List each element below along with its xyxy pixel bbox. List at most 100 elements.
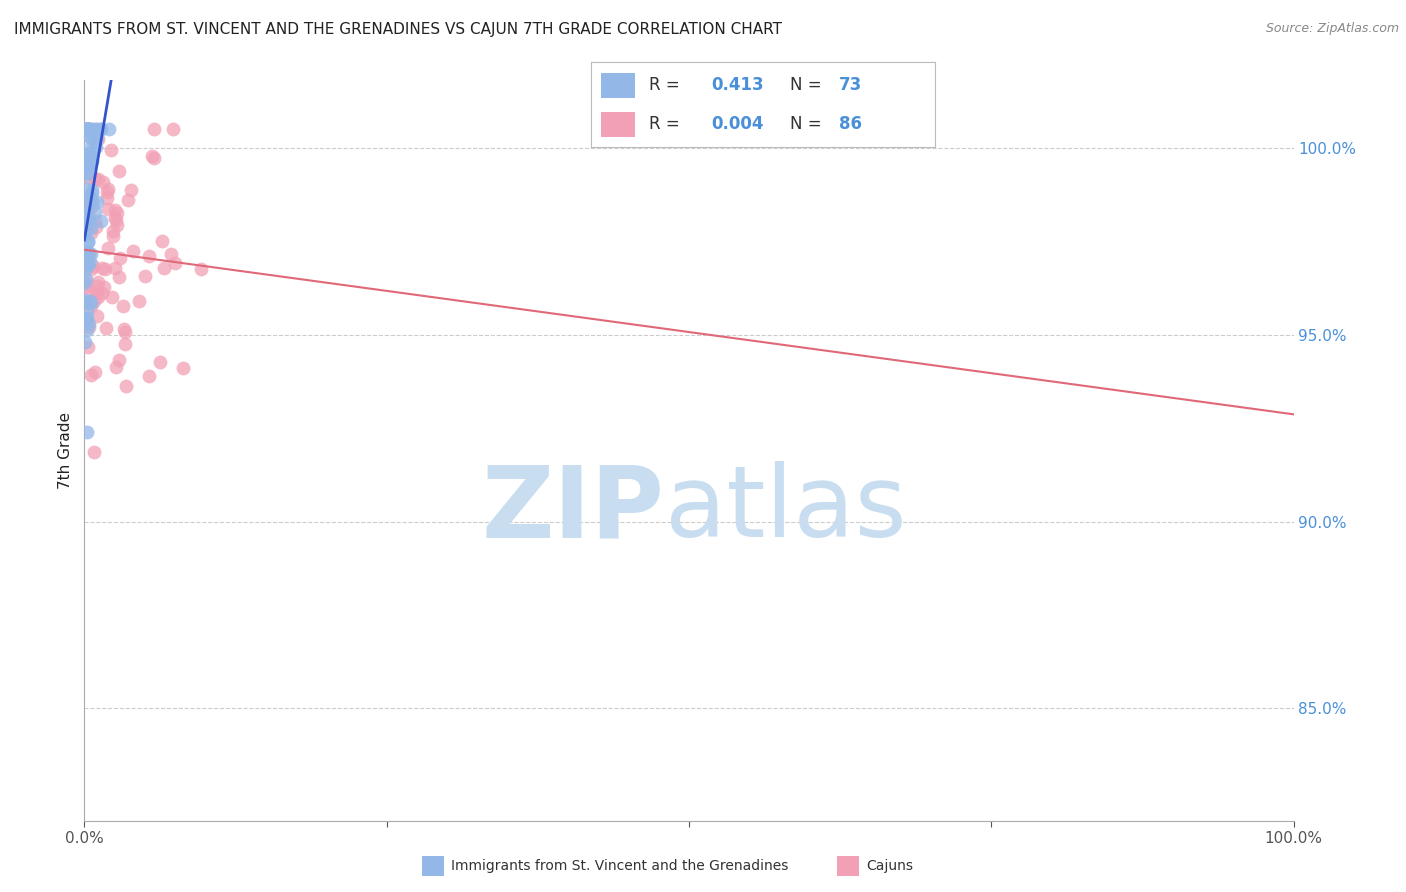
Point (104, 203, 127, 218)
Point (76, 167, 98, 181)
Point (76, 234, 98, 248)
Point (76, 121, 98, 136)
Point (94, 320, 117, 334)
Point (86, 131, 108, 145)
Point (77, 318, 100, 332)
Point (87, 132, 110, 146)
Point (77, 235, 100, 249)
Point (76, 158, 98, 172)
Point (172, 360, 194, 375)
Point (75, 257, 97, 271)
Point (77, 158, 100, 172)
Point (128, 293, 150, 308)
Point (120, 183, 142, 197)
Point (80, 130, 103, 145)
Point (75, 247, 97, 261)
Point (79, 190, 101, 204)
Text: 0.413: 0.413 (711, 77, 763, 95)
Point (83, 294, 105, 309)
Point (80, 299, 103, 313)
Point (79, 131, 101, 145)
Point (79, 151, 101, 165)
Point (82, 195, 104, 210)
Point (98, 121, 121, 136)
Bar (600, 112, 636, 137)
Point (76, 121, 98, 136)
Point (75, 274, 97, 288)
Point (115, 378, 138, 392)
Point (76, 201, 98, 215)
Point (77, 285, 100, 300)
Point (76, 144, 98, 158)
Point (108, 353, 131, 368)
Point (76, 340, 98, 354)
Point (112, 300, 135, 314)
Point (105, 219, 128, 233)
Point (80, 368, 103, 382)
Point (138, 249, 160, 263)
Text: ZIP: ZIP (482, 461, 665, 558)
Point (105, 359, 128, 374)
Point (77, 121, 100, 136)
Point (79, 121, 101, 136)
Point (75, 272, 97, 286)
Point (73, 161, 96, 176)
Point (150, 234, 173, 248)
Point (77, 121, 100, 136)
Point (79, 200, 101, 214)
Point (117, 193, 139, 207)
Point (84, 285, 107, 300)
Point (82, 184, 104, 198)
Point (107, 269, 129, 284)
Point (101, 228, 124, 243)
Point (104, 212, 127, 227)
Point (138, 369, 160, 384)
Point (112, 322, 135, 336)
Point (75, 250, 97, 264)
Point (77, 258, 100, 272)
Point (76, 310, 98, 325)
Point (86, 309, 108, 323)
Point (77, 153, 100, 168)
Point (86, 121, 108, 136)
Point (91, 175, 114, 189)
Point (75, 315, 97, 329)
Point (75, 121, 97, 136)
Point (73, 334, 96, 349)
Point (100, 143, 122, 157)
Point (76, 121, 98, 136)
Point (73, 228, 96, 243)
Point (89, 121, 111, 136)
Point (75, 311, 97, 326)
Point (76, 323, 98, 337)
Point (163, 256, 186, 270)
Point (76, 305, 98, 319)
Point (75, 165, 97, 179)
Point (84, 219, 107, 234)
Point (76, 315, 98, 329)
Point (107, 163, 129, 178)
Point (101, 224, 124, 238)
Point (97, 202, 120, 217)
Point (75, 121, 97, 136)
Point (104, 211, 127, 225)
Point (97, 182, 120, 196)
Point (79, 159, 101, 173)
Point (79, 121, 101, 136)
Text: IMMIGRANTS FROM ST. VINCENT AND THE GRENADINES VS CAJUN 7TH GRADE CORRELATION CH: IMMIGRANTS FROM ST. VINCENT AND THE GREN… (14, 22, 782, 37)
Point (84, 121, 107, 136)
Text: N =: N = (790, 77, 827, 95)
Point (75, 278, 97, 293)
Point (142, 121, 165, 136)
Point (83, 365, 105, 379)
Point (122, 244, 145, 259)
Point (114, 325, 136, 339)
Text: 73: 73 (838, 77, 862, 95)
Point (89, 121, 111, 136)
Text: Source: ZipAtlas.com: Source: ZipAtlas.com (1265, 22, 1399, 36)
Point (80, 262, 103, 277)
Point (75, 224, 97, 238)
Point (86, 278, 108, 293)
Text: N =: N = (790, 115, 827, 133)
Text: R =: R = (650, 115, 685, 133)
